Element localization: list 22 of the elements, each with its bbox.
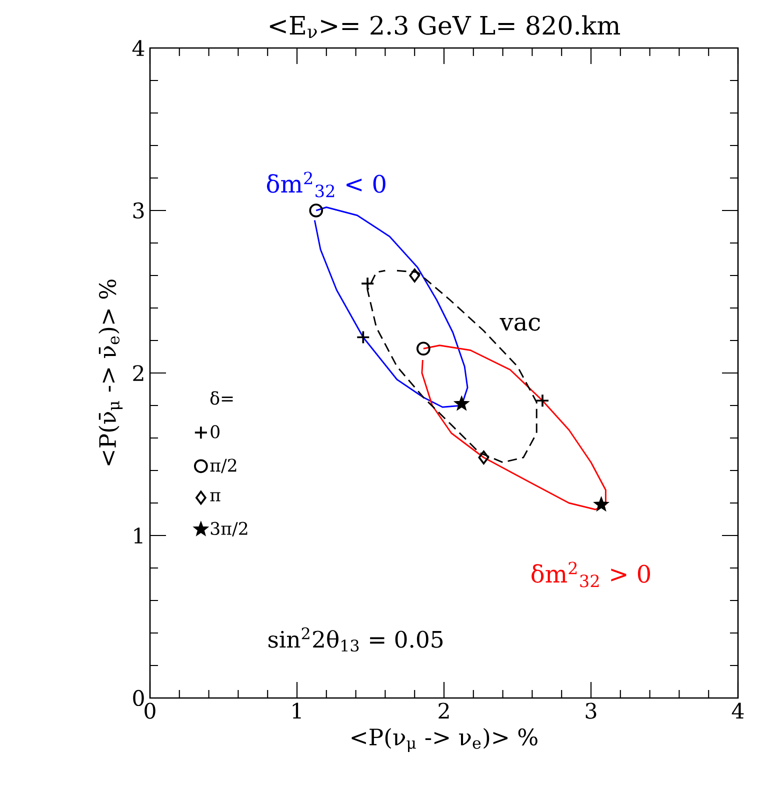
x-tick-label: 3 <box>586 702 596 719</box>
x-tick-label: 4 <box>732 702 744 719</box>
legend-label: π <box>210 492 220 502</box>
legend-title: δ= <box>210 391 233 405</box>
legend-label: π/2 <box>210 458 236 474</box>
text: δm$^{2}$$_{32}$ > 0 <box>532 562 650 588</box>
legend-label: 0 <box>210 425 220 438</box>
y-tick-label: 3 <box>133 202 144 219</box>
y-tick-label: 4 <box>132 40 144 56</box>
series-label: δm$^{2}$$_{32}$ < 0 <box>266 172 386 198</box>
y-tick-label: 2 <box>133 365 144 381</box>
y-tick-label: 0 <box>133 690 144 706</box>
x-axis-title: <P(ν$_{μ}$ -> ν$_{e}$)> % <box>352 728 538 752</box>
series-label: vac <box>500 318 540 331</box>
x-tick-label: 1 <box>292 702 301 719</box>
y-tick-label: 1 <box>134 528 142 544</box>
y-axis-title: <P(ν̄$_{μ}$ -> ν̄$_{e}$)> % <box>98 280 123 466</box>
chart-title: <E$_{ν}$>= 2.3 GeV L= 820.km <box>270 15 620 38</box>
x-tick-label: 2 <box>438 702 449 719</box>
legend-label: 3π/2 <box>210 522 248 536</box>
x-tick-label: 0 <box>144 702 156 719</box>
annotation: sin$^{2}$2θ$_{13}$ = 0.05 <box>268 627 443 652</box>
